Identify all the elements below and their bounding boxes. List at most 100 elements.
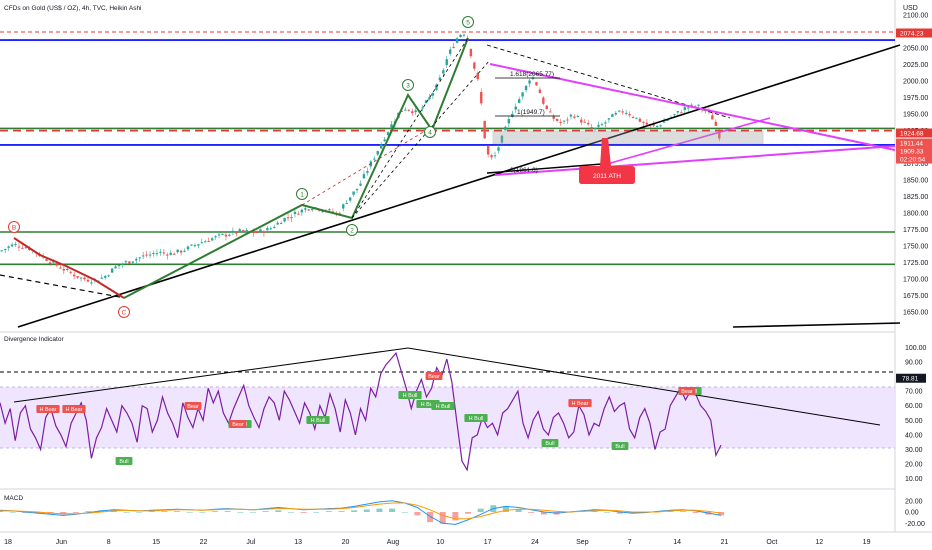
rsi-pane-title[interactable]: Divergence Indicator: [4, 336, 64, 343]
rsi-level-tag[interactable]: [896, 373, 926, 383]
macd-line: [0, 500, 722, 525]
candle-body: [131, 261, 135, 263]
rsi-marker-bear: [568, 399, 592, 407]
macd-hist-bar: [439, 512, 446, 524]
macd-pane-title[interactable]: MACD: [4, 495, 23, 502]
impulse-wave-path[interactable]: [123, 37, 469, 299]
rsi-level-tag-label: 78.81: [902, 376, 919, 383]
candle-body: [404, 109, 407, 111]
consolidation-box[interactable]: [492, 130, 764, 145]
rsi-marker-label: Bull: [119, 459, 128, 465]
price-tag[interactable]: [896, 28, 932, 38]
currency-label[interactable]: USD: [903, 5, 918, 12]
triangle-lower-line[interactable]: [494, 145, 896, 176]
candle-body: [193, 245, 197, 247]
candle-body: [345, 203, 348, 205]
macd-hist-bar: [528, 512, 535, 513]
price-tick-label: 1750.00: [903, 243, 928, 250]
candle-body: [573, 116, 576, 118]
price-tag[interactable]: [896, 138, 932, 148]
candle-body: [642, 121, 645, 123]
candle-body: [559, 121, 562, 123]
candle-body: [500, 135, 504, 143]
candle-body: [117, 265, 121, 267]
triangle-inner-line[interactable]: [599, 117, 771, 167]
macd-hist-bar: [325, 511, 332, 512]
macd-hist-bar: [680, 511, 687, 512]
wave-bc-path[interactable]: [13, 237, 125, 299]
candle-body: [607, 118, 611, 120]
macd-hist-bar: [452, 512, 459, 521]
price-tick-label: 1875.00: [903, 161, 928, 168]
candle-body: [342, 204, 345, 209]
price-tag-label: 1924.68: [900, 131, 924, 138]
rsi-trendline-up[interactable]: [13, 347, 409, 403]
price-tag[interactable]: [896, 154, 932, 164]
rsi-tick-label: 70.00: [905, 389, 923, 396]
macd-hist-bar: [174, 511, 181, 512]
horizontal-levels[interactable]: [0, 31, 895, 266]
rsi-marker-label: Bear: [681, 389, 693, 395]
candle-body: [431, 93, 435, 96]
rsi-marker-bull: [541, 439, 559, 447]
price-tick-label: 1950.00: [903, 111, 928, 118]
candle-body: [307, 209, 310, 211]
chart-title[interactable]: CFDs on Gold (US$ / OZ), 4h, TVC, Heikin…: [4, 5, 142, 12]
macd-hist-bar: [0, 511, 3, 512]
time-tick-label: 22: [200, 539, 208, 546]
candle-body: [121, 263, 124, 265]
macd-tick-label: 0.00: [905, 510, 919, 517]
macd-hist-bar: [363, 509, 370, 512]
time-tick-label: Oct: [766, 539, 777, 546]
macd-hist-bar: [477, 508, 484, 512]
candle-body: [638, 118, 642, 122]
price-tag-label: 1911.44: [900, 141, 923, 148]
fib-label-0: 0(1861.6): [510, 167, 538, 174]
candle-body: [228, 234, 231, 236]
macd-hist-bar: [718, 512, 724, 516]
rsi-marker-label: H Bull: [311, 418, 326, 424]
price-tag[interactable]: [896, 146, 932, 156]
price-tick-label: 1675.00: [903, 293, 928, 300]
drawings[interactable]: 1.618(2065.77) 1(1949.7) 0(1861.6) 2011 …: [0, 37, 901, 328]
support-line-1861[interactable]: [486, 163, 603, 174]
ath-callout-bubble[interactable]: [579, 138, 635, 184]
candle-body: [514, 106, 517, 110]
bottom-right-line[interactable]: [732, 322, 901, 328]
macd-hist-bar: [540, 512, 547, 515]
candle-body: [555, 118, 559, 121]
price-tick-label: 1975.00: [903, 95, 928, 102]
dashed-lower-line[interactable]: [0, 274, 126, 299]
candle-body: [107, 275, 110, 277]
rsi-lines: [0, 351, 722, 472]
candle-body: [214, 236, 217, 238]
candle-body: [473, 62, 476, 69]
candle-body: [290, 217, 293, 219]
candle-body: [200, 242, 204, 244]
long-trendline-up[interactable]: [17, 44, 901, 328]
candle-body: [62, 268, 66, 271]
candle-body: [655, 125, 659, 127]
candle-body: [283, 218, 286, 222]
rsi-trendline-down[interactable]: [407, 347, 881, 426]
macd-hist-bar: [300, 512, 307, 513]
candle-body: [697, 104, 700, 106]
candle-body: [252, 231, 255, 234]
signal-line: [0, 502, 722, 520]
candle-body: [90, 282, 93, 284]
candle-body: [590, 127, 593, 129]
rsi-marker-label: Bull: [615, 444, 624, 450]
macd-hist-bar: [427, 512, 434, 523]
candle-body: [428, 97, 431, 100]
candle-body: [186, 246, 190, 250]
candle-body: [414, 110, 417, 113]
candle-body: [262, 231, 266, 233]
price-tag[interactable]: [896, 128, 932, 138]
time-tick-label: 17: [484, 539, 492, 546]
candle-body: [542, 97, 545, 104]
rsi-tick-label: 40.00: [905, 432, 923, 439]
wave-label-circle: [296, 188, 308, 200]
candle-body: [217, 234, 221, 236]
rsi-marker-bull: [115, 457, 133, 465]
